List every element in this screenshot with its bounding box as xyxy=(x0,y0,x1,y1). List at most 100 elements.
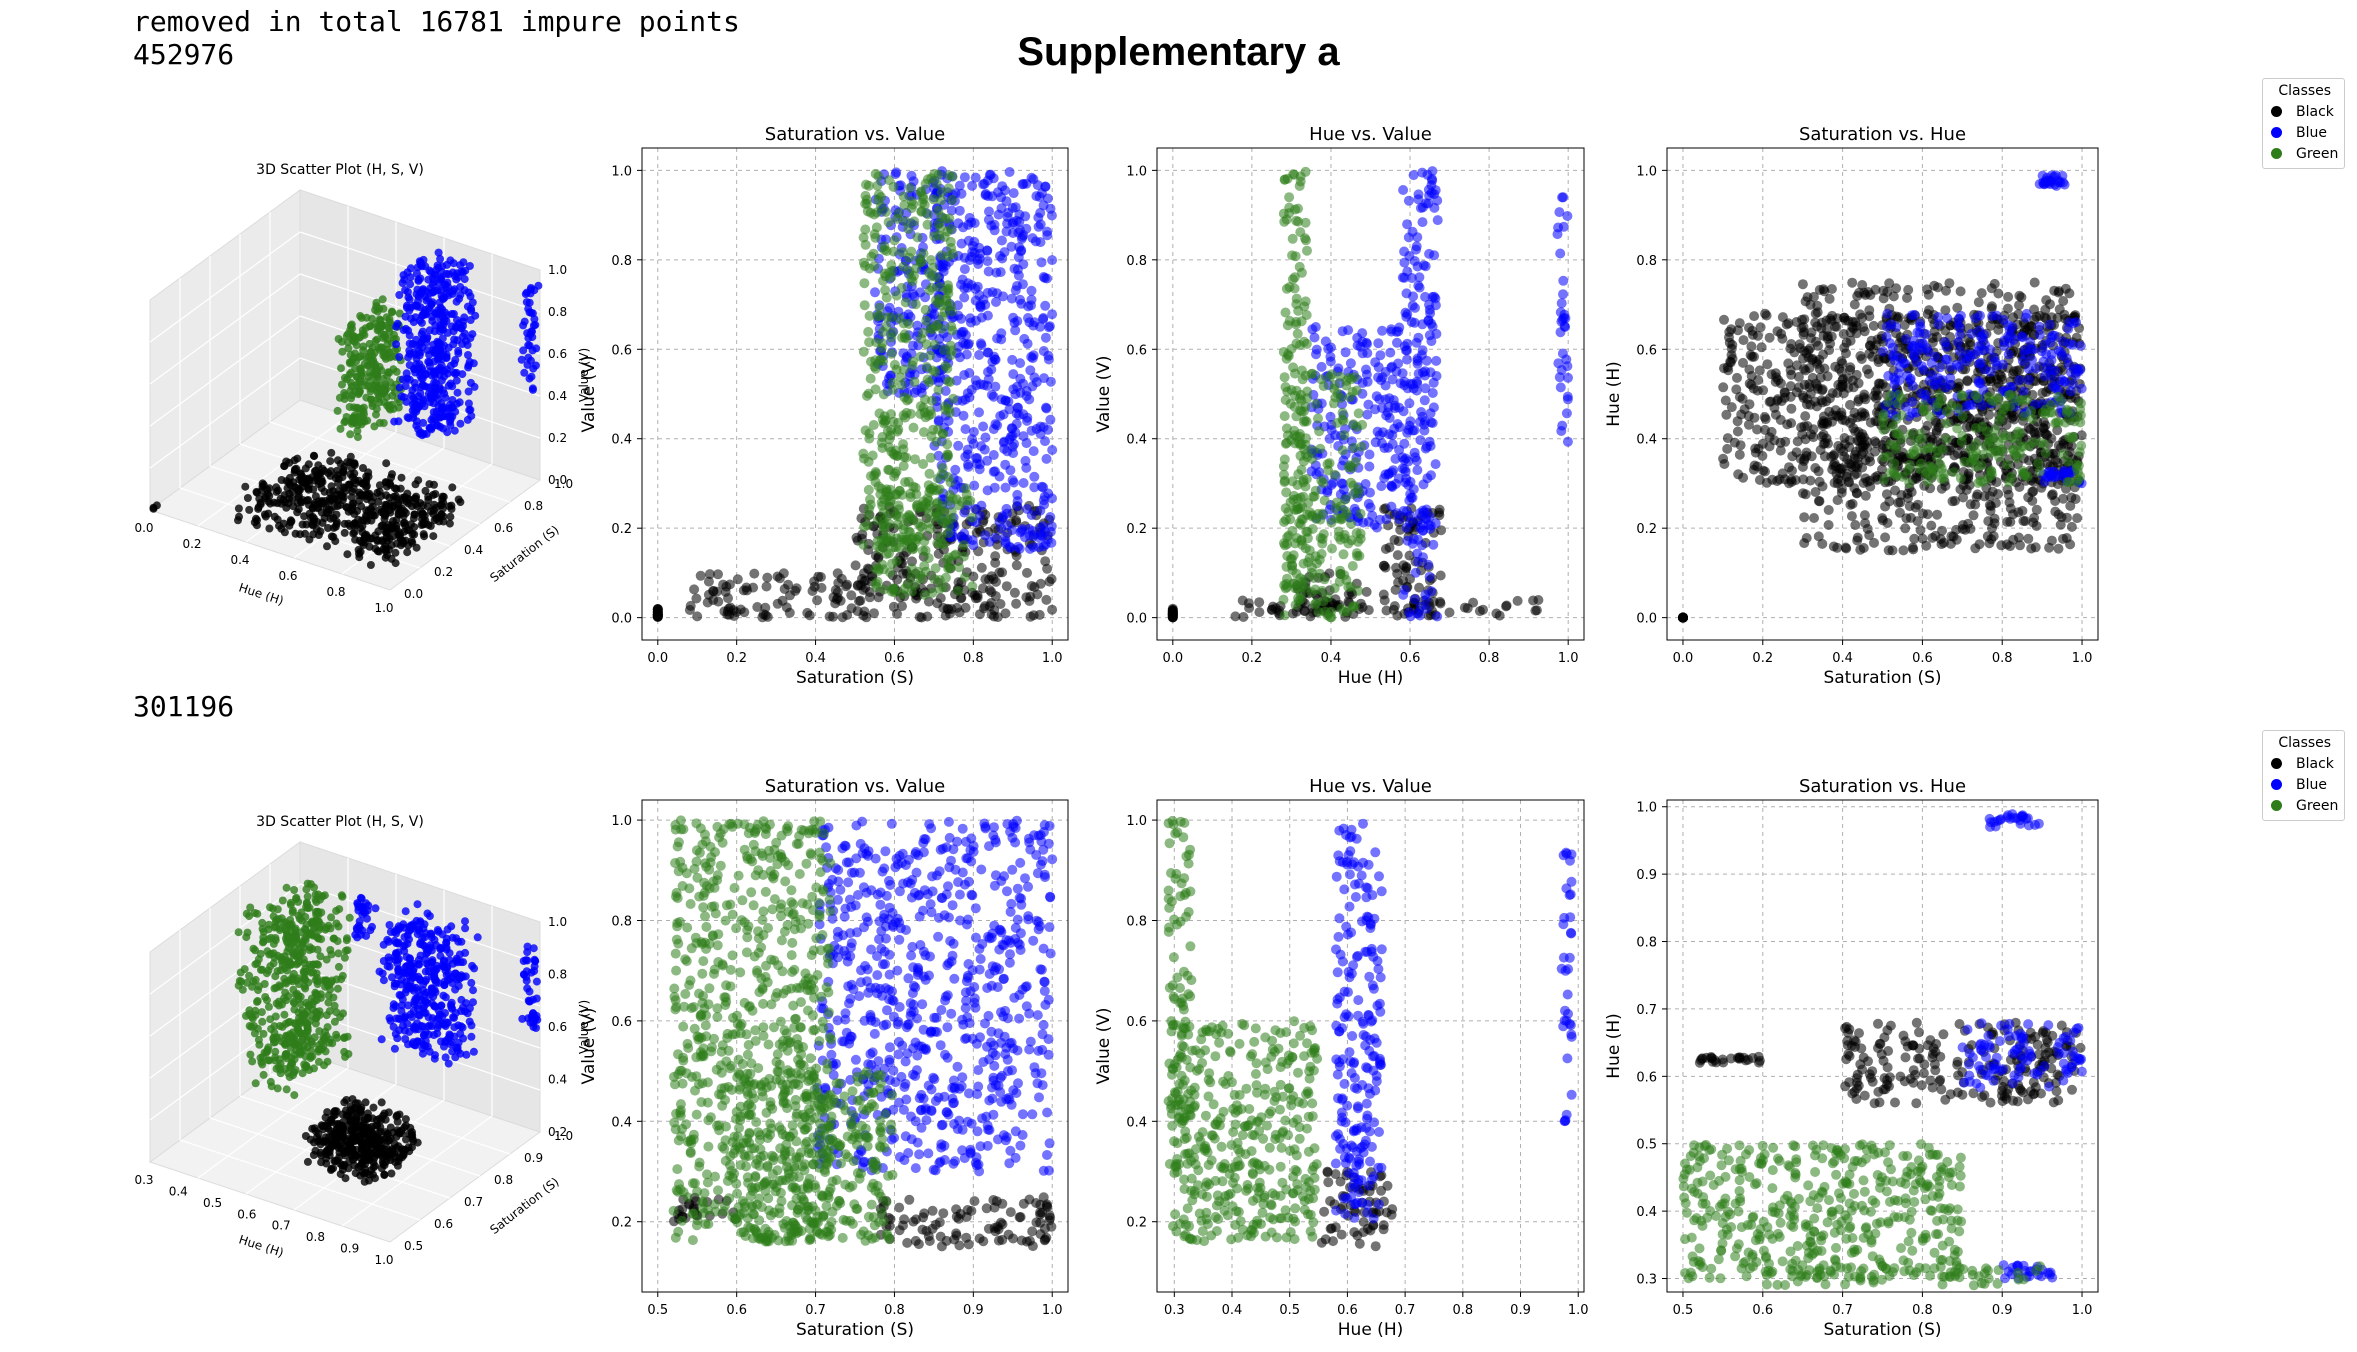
data-point-blue xyxy=(1035,321,1046,332)
data-point-black xyxy=(1798,390,1808,401)
data-point-blue xyxy=(1399,376,1410,387)
data-point-green xyxy=(337,337,346,346)
data-point-blue xyxy=(466,378,475,387)
data-point-blue xyxy=(1426,417,1436,428)
data-point-blue xyxy=(1023,301,1034,312)
data-point-blue xyxy=(1553,358,1564,369)
data-point-black xyxy=(1734,318,1745,329)
data-point-blue xyxy=(1424,248,1435,259)
data-point-blue xyxy=(436,254,445,263)
data-point-green xyxy=(378,344,387,353)
z-tick-label: 0.6 xyxy=(548,347,567,361)
data-point-green xyxy=(877,327,888,337)
data-point-green xyxy=(934,575,945,585)
data-point-blue xyxy=(409,413,418,422)
data-point-black xyxy=(283,484,292,493)
data-point-black xyxy=(1903,284,1914,295)
data-point-black xyxy=(1780,436,1791,447)
data-point-green xyxy=(1313,413,1323,424)
data-point-blue xyxy=(1027,353,1038,364)
data-point-black xyxy=(1790,475,1801,486)
data-point-green xyxy=(1309,599,1320,610)
data-point-black xyxy=(280,491,289,500)
data-point-black xyxy=(313,518,322,526)
data-point-blue xyxy=(1400,466,1411,477)
data-point-blue xyxy=(524,341,533,350)
data-point-blue xyxy=(1028,174,1039,185)
data-point-black xyxy=(1725,357,1736,368)
data-point-black xyxy=(1734,449,1745,460)
data-point-green xyxy=(922,503,933,514)
data-point-blue xyxy=(1431,371,1442,381)
data-point-green xyxy=(967,512,978,523)
data-point-green xyxy=(878,389,889,400)
data-point-green xyxy=(897,332,908,343)
data-point-blue xyxy=(1417,217,1428,228)
data-point-blue xyxy=(1390,453,1401,464)
x-tick-label: 0.8 xyxy=(1479,651,1500,666)
data-point-blue xyxy=(975,248,986,259)
data-point-blue xyxy=(1023,313,1033,323)
data-point-blue xyxy=(458,370,467,379)
data-point-green xyxy=(1337,407,1348,418)
data-point-blue xyxy=(395,383,404,392)
data-point-green xyxy=(948,393,959,404)
data-point-black xyxy=(1786,403,1797,414)
data-point-green xyxy=(382,321,391,330)
data-point-green xyxy=(870,363,881,374)
data-point-blue xyxy=(1040,436,1050,447)
data-point-blue xyxy=(1432,215,1443,226)
data-point-black xyxy=(340,519,349,528)
data-point-green xyxy=(1287,250,1298,261)
data-point-black xyxy=(2014,482,2025,492)
data-point-black xyxy=(1732,426,1743,437)
data-point-black xyxy=(846,603,857,614)
data-point-black xyxy=(1888,291,1899,302)
data-point-blue xyxy=(465,406,474,415)
data-point-green xyxy=(386,405,395,414)
data-point-black xyxy=(1900,523,1911,534)
data-point-blue xyxy=(436,422,445,431)
data-point-black xyxy=(1762,359,1773,370)
data-point-blue xyxy=(1401,288,1412,299)
data-point-green xyxy=(372,410,380,419)
data-point-green xyxy=(346,430,355,439)
data-point-blue xyxy=(1555,248,1566,259)
data-point-blue xyxy=(394,417,403,426)
data-point-blue xyxy=(464,387,473,396)
data-point-blue xyxy=(1423,198,1434,209)
data-point-black xyxy=(1839,433,1850,443)
data-point-black xyxy=(1965,337,1976,348)
data-point-black xyxy=(379,508,388,517)
data-point-blue xyxy=(1562,211,1573,221)
y-tick-label: 0.2 xyxy=(611,522,632,537)
data-point-black xyxy=(329,487,337,496)
x-tick-label: 0.4 xyxy=(1321,651,1342,666)
data-point-green xyxy=(868,420,879,430)
chart-panel-1: 0.0 0.2 0.4 0.6 0.8 1.00.00.20.40.60.81.0Satu… xyxy=(579,124,1069,688)
data-point-black xyxy=(1167,610,1178,621)
data-point-blue xyxy=(960,339,971,350)
data-point-blue xyxy=(1047,309,1058,320)
data-point-black xyxy=(1761,310,1772,321)
data-point-blue xyxy=(991,297,1001,307)
data-point-black xyxy=(264,497,273,506)
data-point-blue xyxy=(1001,196,1012,207)
data-point-black xyxy=(1512,595,1523,606)
data-point-blue xyxy=(1012,501,1023,512)
data-point-green xyxy=(924,468,935,479)
data-point-blue xyxy=(523,329,532,338)
data-point-black xyxy=(1931,427,1942,438)
data-point-black xyxy=(294,505,303,514)
data-point-blue xyxy=(970,283,981,294)
legend-title: Classes xyxy=(2278,735,2332,751)
data-point-black xyxy=(1384,542,1395,553)
data-point-green xyxy=(1353,585,1364,596)
data-point-blue xyxy=(970,172,981,183)
data-point-black xyxy=(429,491,438,499)
data-point-green xyxy=(1292,328,1303,339)
data-point-green xyxy=(953,585,964,596)
data-point-blue xyxy=(1394,402,1405,413)
data-point-black xyxy=(2008,369,2018,380)
data-point-black xyxy=(391,548,400,557)
